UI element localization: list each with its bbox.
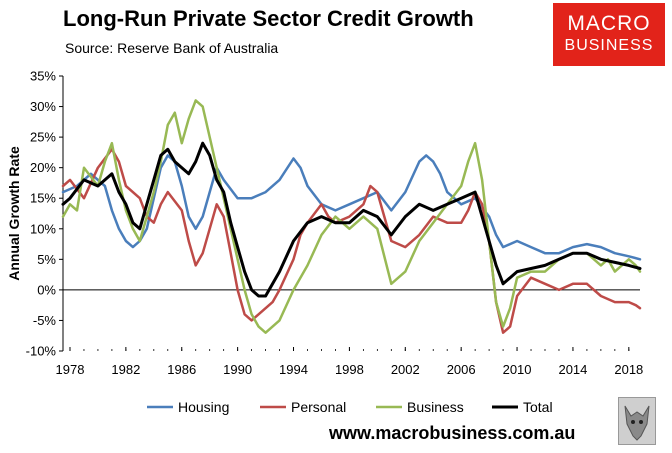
x-tick-label: 2010 <box>503 362 532 377</box>
y-tick-label: 35% <box>30 69 56 84</box>
x-tick-label: 2018 <box>614 362 643 377</box>
x-tick-label: 1990 <box>223 362 252 377</box>
x-tick-label: 2006 <box>447 362 476 377</box>
y-tick-label: 20% <box>30 160 56 175</box>
axes: -10% -5% 0% 5% 10% 15% 20% 25% 30% 35% 1978 1982 198… <box>6 69 643 378</box>
y-tick-label: 30% <box>30 99 56 114</box>
y-tick-label: 10% <box>30 221 56 236</box>
legend-label-personal: Personal <box>291 399 346 415</box>
legend: Housing Personal Business Total <box>147 399 553 415</box>
macrobusiness-logo: MACRO BUSINESS <box>553 3 665 66</box>
x-tick-label: 1986 <box>167 362 196 377</box>
x-tick-label: 1994 <box>279 362 308 377</box>
series-line-housing <box>61 154 642 261</box>
logo-line-1: MACRO <box>567 12 651 35</box>
y-tick-label: 5% <box>37 252 56 267</box>
series-layer <box>61 99 642 334</box>
y-tick-label: 25% <box>30 130 56 145</box>
y-axis-title: Annual Growth Rate <box>6 146 22 281</box>
series-line-personal <box>61 148 642 334</box>
y-tick-label: 0% <box>37 282 56 297</box>
x-tick-label: 1998 <box>335 362 364 377</box>
y-tick-label: 15% <box>30 191 56 206</box>
chart-title: Long-Run Private Sector Credit Growth <box>63 6 474 31</box>
y-tick-label: -5% <box>33 313 57 328</box>
chart-subtitle: Source: Reserve Bank of Australia <box>65 40 279 56</box>
x-tick-label: 1982 <box>111 362 140 377</box>
wolf-icon <box>618 397 656 445</box>
legend-label-total: Total <box>523 399 553 415</box>
series-line-total <box>61 141 642 298</box>
x-tick-label: 2014 <box>558 362 587 377</box>
series-line-business <box>61 99 642 334</box>
legend-label-business: Business <box>407 399 464 415</box>
legend-label-housing: Housing <box>178 399 229 415</box>
footer-url[interactable]: www.macrobusiness.com.au <box>329 423 576 443</box>
y-tick-label: -10% <box>26 344 57 359</box>
x-tick-label: 2002 <box>391 362 420 377</box>
x-tick-label: 1978 <box>56 362 85 377</box>
logo-line-2: BUSINESS <box>564 37 654 54</box>
